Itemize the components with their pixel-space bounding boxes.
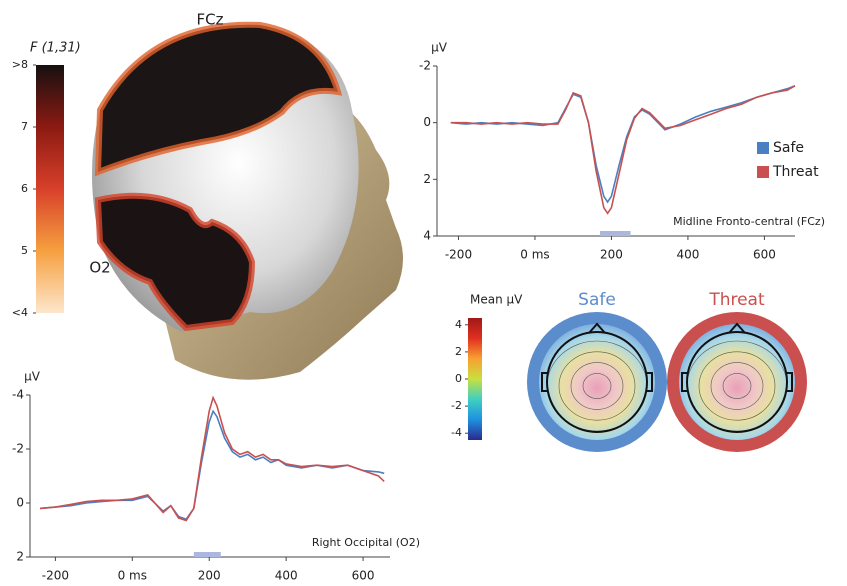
tick-label: 5 — [21, 244, 28, 257]
ear — [787, 372, 793, 392]
tick-label: <4 — [12, 306, 28, 319]
contour — [582, 373, 612, 399]
contour — [558, 351, 636, 421]
map-title: Safe — [578, 290, 616, 310]
tick-label: 2 — [455, 345, 462, 358]
legend-label: Threat — [772, 164, 819, 180]
scalp-outline — [686, 331, 788, 433]
colorbar — [36, 65, 64, 313]
x-tick-label: 400 — [676, 248, 699, 262]
y-tick-label: -4 — [12, 388, 24, 402]
tick-label: -4 — [451, 426, 462, 439]
legend-swatch — [757, 142, 769, 154]
tick-label: 6 — [21, 182, 28, 195]
line-series — [450, 85, 796, 215]
y-axis-label: µV — [431, 41, 448, 55]
colorbar — [468, 318, 482, 440]
nose — [728, 322, 746, 334]
colorbar-title: F (1,31) — [30, 41, 81, 56]
line-series — [39, 409, 385, 521]
ear — [541, 372, 547, 392]
x-tick-label: -200 — [42, 569, 69, 583]
legend-label: Safe — [773, 140, 804, 156]
head-render — [92, 21, 403, 380]
y-tick-label: 2 — [423, 172, 431, 186]
y-tick-label: 0 — [423, 115, 431, 129]
tick-label: 0 — [455, 372, 462, 385]
x-tick-label: 0 ms — [520, 248, 549, 262]
y-tick-label: -2 — [12, 442, 24, 456]
tick-label: >8 — [12, 58, 28, 71]
y-tick-label: 4 — [423, 229, 431, 243]
electrode-label: O2 — [89, 259, 110, 277]
annotation: Right Occipital (O2) — [312, 536, 420, 549]
tick-label: 7 — [21, 120, 28, 133]
x-tick-label: 600 — [753, 248, 776, 262]
tick-label: 4 — [455, 318, 462, 331]
line-series — [450, 85, 796, 204]
nose — [588, 322, 606, 334]
contour — [722, 373, 752, 399]
tick-label: -2 — [451, 399, 462, 412]
y-tick-label: 2 — [16, 550, 24, 564]
line-series — [39, 395, 385, 522]
y-axis-label: µV — [24, 370, 41, 384]
significance-window — [599, 231, 631, 236]
map-field — [679, 324, 795, 440]
ear — [681, 372, 687, 392]
contour — [698, 351, 776, 421]
ear — [647, 372, 653, 392]
colorbar-title: Mean µV — [470, 293, 523, 307]
significance-window — [193, 552, 221, 557]
y-tick-label: -2 — [419, 59, 431, 73]
x-tick-label: -200 — [445, 248, 472, 262]
map-title: Threat — [708, 290, 765, 310]
x-tick-label: 0 ms — [118, 569, 147, 583]
x-tick-label: 600 — [352, 569, 375, 583]
legend-swatch — [757, 166, 769, 178]
y-tick-label: 0 — [16, 496, 24, 510]
x-tick-label: 400 — [275, 569, 298, 583]
electrode-label: FCz — [197, 11, 224, 29]
annotation: Midline Fronto-central (FCz) — [673, 215, 825, 228]
x-tick-label: 200 — [198, 569, 221, 583]
contour — [710, 362, 764, 410]
scalp-outline — [546, 331, 648, 433]
contour — [570, 362, 624, 410]
x-tick-label: 200 — [600, 248, 623, 262]
map-field — [539, 324, 655, 440]
